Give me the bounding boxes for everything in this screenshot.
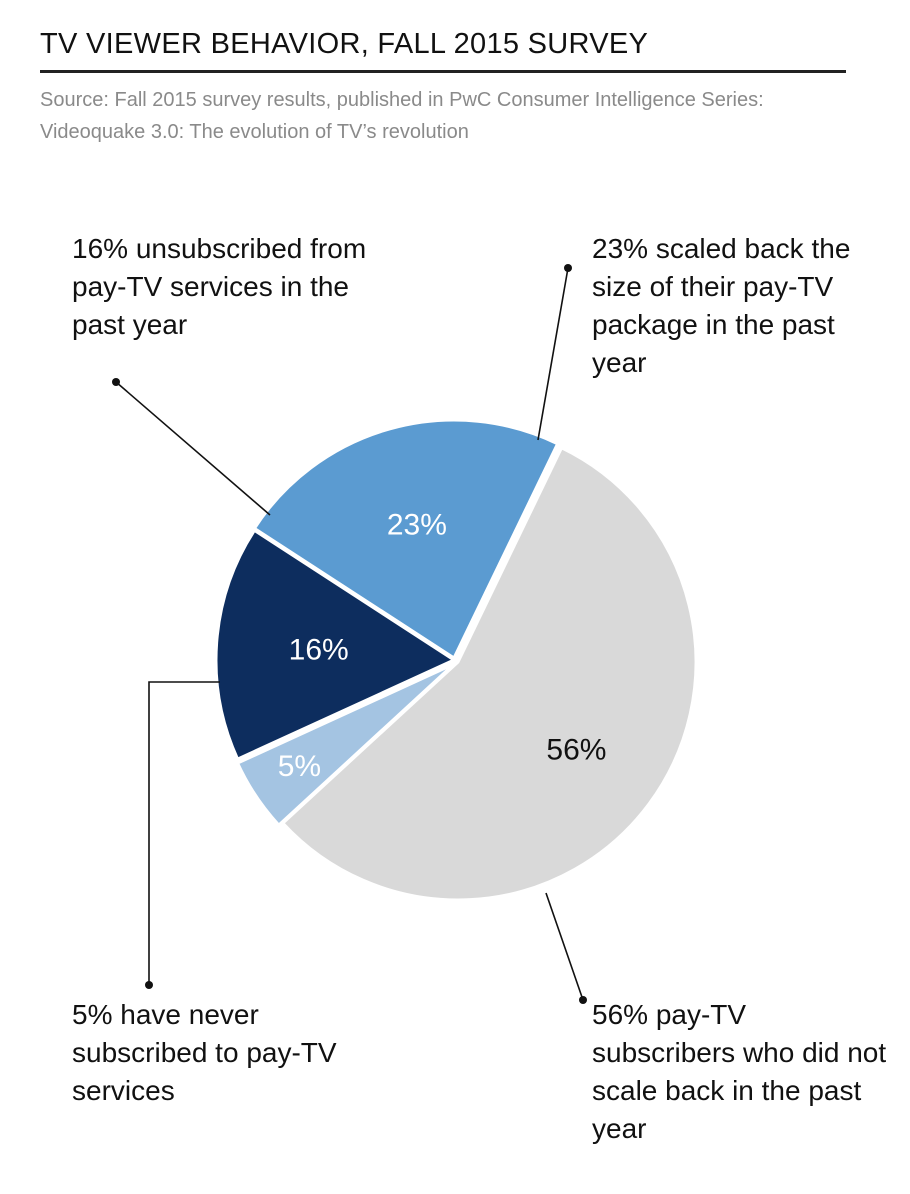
pie-slice-unsubscribed [214, 528, 456, 761]
callout-scaled-back: 23% scaled back the size of their pay-TV… [592, 233, 851, 378]
chart-title: TV VIEWER BEHAVIOR, FALL 2015 SURVEY [40, 28, 649, 60]
leader-line-did-not-scale-back [545, 892, 587, 1004]
leader-line-unsubscribed [112, 378, 271, 516]
callout-did-not-scale-back: 56% pay-TV subscribers who did not scale… [592, 999, 887, 1144]
pie-slice-never-subscribed [236, 662, 456, 827]
leader-line-never-subscribed [145, 681, 220, 989]
pie-slice-scaled-back [252, 418, 560, 660]
leader-dot [112, 378, 120, 386]
pie-slice-did-not-scale-back [281, 446, 698, 902]
leader-dot [564, 264, 572, 272]
leader-dot [579, 996, 587, 1004]
title-rule [40, 70, 846, 73]
chart-source-note: Source: Fall 2015 survey results, publis… [40, 89, 764, 143]
leader-dot [145, 981, 153, 989]
callout-unsubscribed: 16% unsubscribed from pay-TV services in… [72, 233, 367, 340]
callout-never-subscribed: 5% have never subscribed to pay-TV servi… [72, 999, 337, 1106]
slice-label-unsubscribed: 16% [289, 634, 349, 667]
slice-label-never-subscribed: 5% [278, 750, 321, 783]
slice-label-scaled-back: 23% [387, 509, 447, 542]
leader-line-scaled-back [537, 264, 572, 441]
slice-label-did-not-scale-back: 56% [546, 733, 606, 766]
